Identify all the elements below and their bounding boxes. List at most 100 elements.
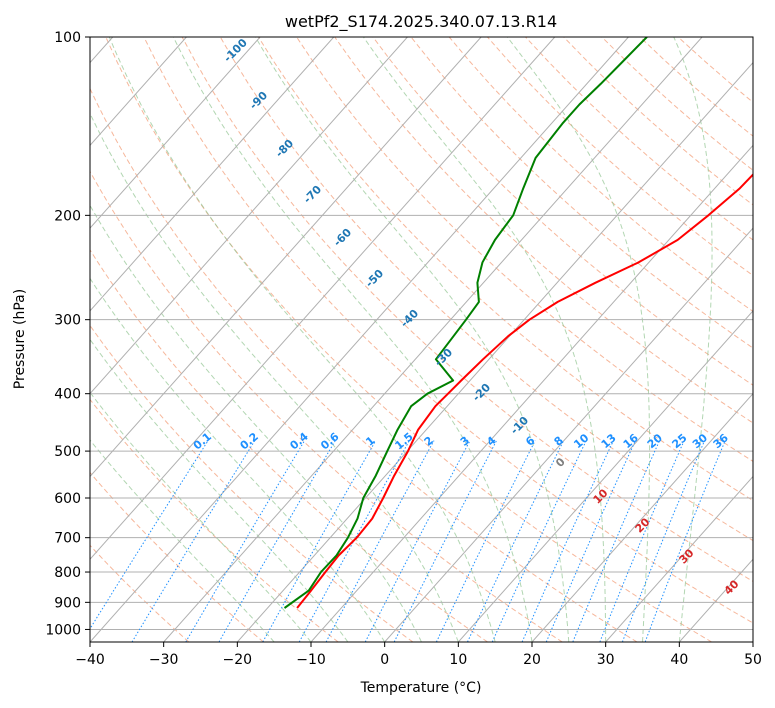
moist-adiabat [673,37,713,642]
mixing-ratio-label: 0.6 [318,430,342,453]
dry-adiabat-label: -70 [301,183,324,206]
mixing-ratio-label: 4 [484,434,498,449]
x-tick-label: 50 [744,652,762,668]
x-tick-label: 0 [380,652,389,668]
grid-layer [90,37,753,642]
moist-adiabat [90,391,312,642]
y-tick-label: 600 [54,491,81,507]
mixing-ratio-line [491,440,587,642]
x-tick-label: −20 [223,652,253,668]
x-tick-label: 40 [670,652,688,668]
moist-adiabat [506,37,651,642]
y-tick-label: 300 [54,313,81,329]
dry-adiabat-label: -90 [247,89,270,112]
moist-adiabat-label: 20 [633,515,653,535]
moist-adiabat-label: 0 [553,455,568,470]
isotherm-line [90,37,261,229]
dry-adiabat [90,398,339,642]
isotherm-line [90,37,408,395]
mixing-ratio-line [90,440,209,630]
isotherm-line [163,37,703,642]
mixing-ratio-line [218,440,336,642]
mixing-ratio-line [364,440,471,642]
mixing-ratio-label: 36 [711,431,731,451]
isotherm-line [90,37,556,560]
dry-adiabat [90,544,190,642]
isotherm-line [605,475,753,642]
x-tick-label: −40 [75,652,105,668]
dry-adiabat [563,37,753,206]
dry-adiabat [487,37,753,277]
temperature-line [296,173,753,609]
isotherm-line [90,37,629,642]
dry-adiabat-label: -20 [470,381,493,404]
x-tick-label: −10 [296,652,326,668]
y-tick-label: 1000 [45,622,81,638]
dry-adiabat [372,37,753,386]
mixing-ratio-label: 0.4 [287,430,311,453]
x-axis-label: Temperature (°C) [360,680,482,696]
mixing-ratio-label: 0.2 [238,430,261,452]
dry-adiabat [143,37,753,624]
dry-adiabat [639,37,753,137]
moist-adiabat [90,439,275,642]
mixing-ratio-label: 10 [571,431,591,451]
y-tick-label: 800 [54,565,81,581]
mixing-ratio-label: 25 [670,431,690,451]
isotherm-line [90,37,187,147]
moist-adiabat [90,277,386,642]
mixing-ratio-line [131,440,256,642]
dry-adiabat [257,37,753,502]
mixing-ratio-line [572,440,661,642]
dry-adiabat-label: -100 [221,36,250,65]
mixing-ratio-line [325,440,435,642]
dry-adiabat [90,87,638,642]
y-tick-label: 500 [54,444,81,460]
moist-adiabat-label: 30 [677,546,697,566]
mixing-ratio-line [621,440,706,642]
mixing-ratio-label: 2 [422,434,436,449]
mixing-ratio-line [393,440,497,642]
mixing-ratio-line [644,440,726,642]
y-tick-label: 200 [54,208,81,224]
mixing-ratio-label: 13 [599,431,619,451]
isotherm-line [752,641,753,642]
isotherm-line [384,227,753,642]
y-axis-label: Pressure (hPa) [12,289,28,389]
y-tick-label: 900 [54,595,81,611]
mixing-ratio-label: 3 [458,434,472,449]
mixing-ratio-line [185,440,306,642]
dry-adiabat-label: -60 [331,226,354,249]
moist-adiabat [90,338,349,642]
mixing-ratio-line [545,440,636,642]
dry-adiabat [90,170,563,642]
mixing-ratio-label: 1 [363,434,377,449]
dry-adiabat [90,248,488,642]
isotherm-line [531,392,753,642]
mixing-ratio-label: 8 [552,434,566,449]
y-tick-label: 100 [54,30,81,46]
moist-adiabat [90,112,459,642]
dewpoint-line [283,37,648,609]
dry-adiabat [410,37,753,349]
isotherm-line [310,144,753,642]
isotherm-line [236,61,753,642]
moist-adiabat [108,37,496,642]
mixing-ratio-line [262,440,377,642]
moist-adiabat [90,204,422,642]
mixing-ratio-line [298,440,410,642]
x-tick-label: 30 [597,652,615,668]
dry-adiabat [181,37,753,582]
x-tick-label: 10 [449,652,467,668]
dry-adiabat [90,471,264,642]
mixing-ratio-line [599,440,685,642]
dry-adiabat [525,37,753,241]
y-tick-label: 400 [54,387,81,403]
dry-adiabat [677,37,753,103]
axis-layer: −40 −30 −20 −10 0 10 20 30 40 5010020030040050060… [45,30,762,668]
isotherm-line [457,310,753,642]
chart-title: wetPf2_S174.2025.340.07.13.R14 [285,12,557,32]
moist-adiabat-label: 40 [722,577,742,597]
profile-layer [283,37,753,609]
